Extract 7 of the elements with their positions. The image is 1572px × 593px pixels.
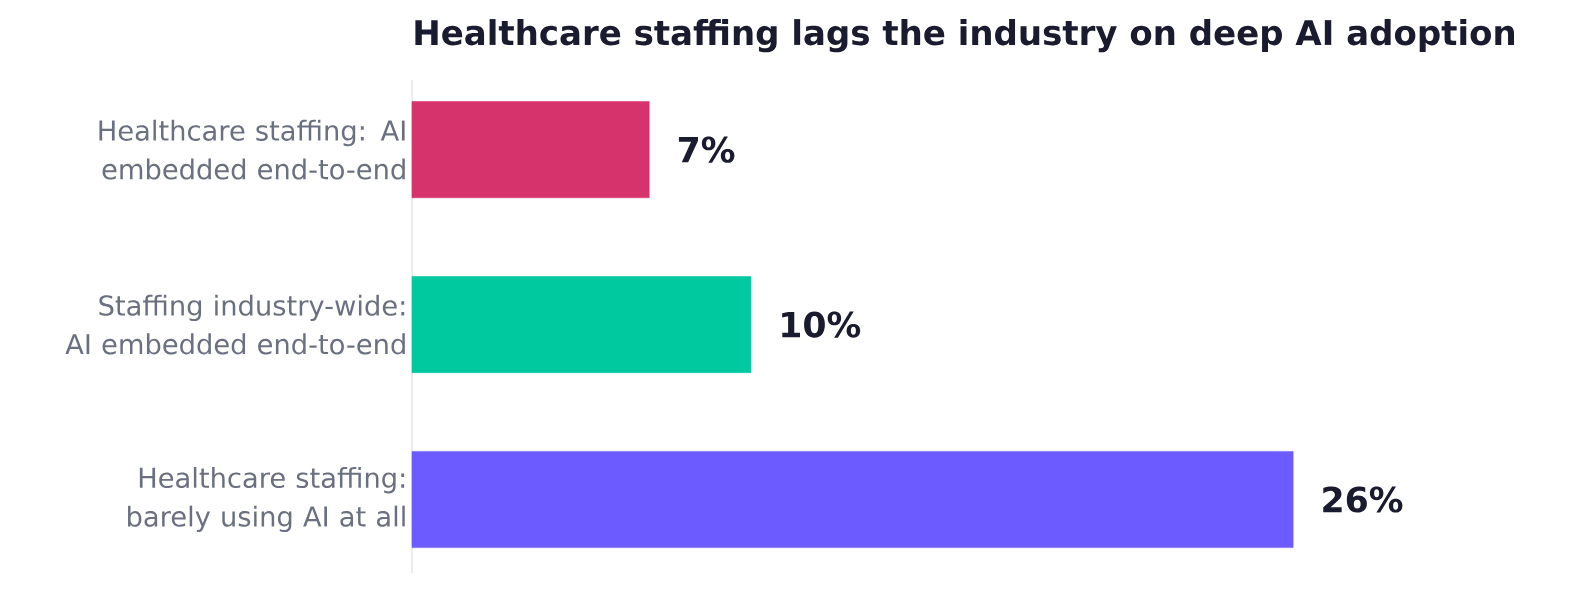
data-label: 26% (1323, 486, 1403, 513)
data-label: 7% (678, 136, 735, 163)
y-tick-label: Healthcare staffing: barely using AI at all (128, 466, 405, 533)
chart-title: Healthcare staffing lags the industry on deep AI adoption (415, 19, 1515, 53)
data-label: 10% (782, 311, 861, 338)
y-tick-label: Healthcare staffing: AI embedded end-to-end (99, 119, 405, 180)
y-tick-label: Staffing industry-wide: AI embedded end-to-end (65, 294, 405, 355)
